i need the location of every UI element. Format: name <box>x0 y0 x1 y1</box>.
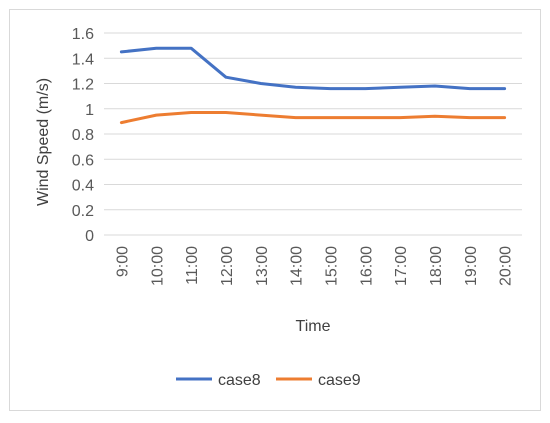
x-tick-label: 14:00 <box>289 246 306 286</box>
y-tick-label: 0.2 <box>72 203 94 220</box>
series-lines <box>119 46 507 125</box>
x-tick-label: 11:00 <box>184 246 201 285</box>
y-tick-label: 1.6 <box>72 26 94 43</box>
y-tick-label: 1 <box>85 102 94 119</box>
x-tick-label: 16:00 <box>358 246 375 286</box>
x-tick-label: 12:00 <box>219 246 236 286</box>
x-tick-label: 15:00 <box>323 246 340 286</box>
x-tick-label: 17:00 <box>393 246 410 286</box>
y-tick-label: 0 <box>85 228 94 245</box>
x-tick-label: 20:00 <box>498 246 515 286</box>
x-tick-labels: 9:00 10:00 11:00 12:00 13:00 14:00 15:00 16:00 1… <box>114 246 514 286</box>
x-tick-label: 13:00 <box>254 246 271 286</box>
y-tick-label: 0.4 <box>72 178 94 195</box>
y-tick-labels: 0 0.2 0.4 0.6 0.8 1 1.2 1.4 1.6 <box>72 26 94 245</box>
legend-label-case9: case9 <box>318 372 361 389</box>
x-tick-label: 10:00 <box>149 246 166 286</box>
legend-label-case8: case8 <box>218 372 261 389</box>
y-tick-label: 0.6 <box>72 152 94 169</box>
x-tick-label: 18:00 <box>428 246 445 286</box>
series-line-case8 <box>119 46 507 91</box>
x-tick-label: 19:00 <box>463 246 480 286</box>
x-tick-label: 9:00 <box>114 246 131 277</box>
x-axis-title: Time <box>296 318 331 335</box>
gridlines <box>104 32 522 236</box>
series-line-case9 <box>119 111 507 125</box>
y-tick-label: 1.4 <box>72 51 94 68</box>
y-tick-label: 1.2 <box>72 77 94 94</box>
legend: case8 case9 <box>176 372 361 389</box>
y-axis-title: Wind Speed (m/s) <box>35 78 52 206</box>
y-tick-label: 0.8 <box>72 127 94 144</box>
